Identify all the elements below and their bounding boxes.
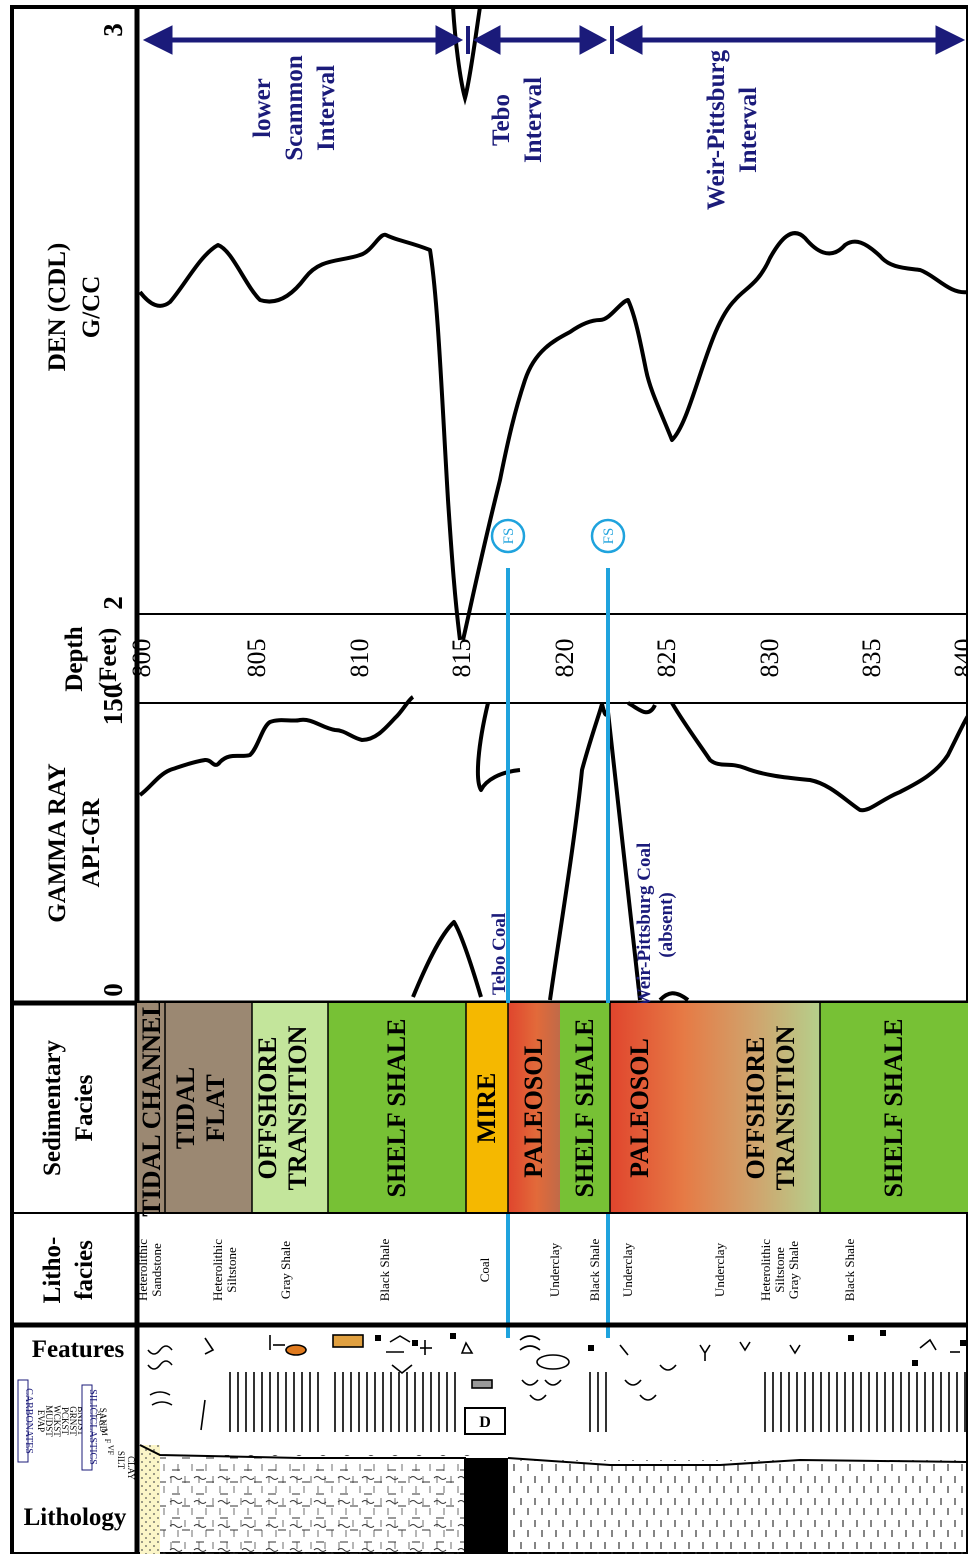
facies-label: SHELF SHALE xyxy=(879,1019,908,1198)
interval-label-lower-scammon: lower Scammon Interval xyxy=(249,55,340,161)
density-header: DEN (CDL) G/CC xyxy=(44,243,105,371)
lithofacies-label: Underclay xyxy=(712,1242,727,1297)
facies-band xyxy=(560,1003,610,1213)
facies-header: Sedimentary Facies xyxy=(39,1039,98,1176)
facies-band xyxy=(137,1003,165,1213)
carbonate-texture-label: EVAP xyxy=(36,1410,46,1432)
lithofacies-label: Black Shale xyxy=(377,1239,392,1302)
depth-tick-label: 840 xyxy=(949,639,968,678)
depth-tick-label: 815 xyxy=(447,639,476,678)
carbonate-texture-label: BNDST xyxy=(76,1406,86,1436)
clay-label: CLAY xyxy=(126,1456,136,1480)
depth-tick-label: 835 xyxy=(857,639,886,678)
lithology-column: Lithology xyxy=(24,1444,968,1554)
gamma-min-label: 0 xyxy=(98,983,128,997)
lithofacies-header: Litho-facies xyxy=(39,1237,98,1304)
facies-label: TIDALFLAT xyxy=(171,1067,230,1149)
depth-tick-label: 810 xyxy=(345,639,374,678)
silt-label: SILT xyxy=(116,1451,126,1470)
depth-header: Depth (Feet) xyxy=(61,626,122,691)
facies-label: SHELF SHALE xyxy=(570,1019,599,1198)
density-min-label: 2 xyxy=(98,596,128,610)
facies-gradient-band xyxy=(610,1003,820,1213)
lithofacies-label: HeterolithicSandstone xyxy=(135,1239,164,1301)
lithology-header: Lithology xyxy=(24,1504,127,1531)
interval-label-weir-pittsburg: Weir-Pittsburg Interval xyxy=(703,49,762,210)
facies-label: PALEOSOL xyxy=(519,1038,548,1178)
depth-tick-label: 825 xyxy=(652,639,681,678)
fs-marker-upper: FS xyxy=(490,518,526,554)
gamma-ray-curve xyxy=(138,695,968,1002)
svg-text:FS: FS xyxy=(601,528,617,545)
carbonate-texture-label: PCKST xyxy=(60,1407,70,1436)
features-column: Features xyxy=(32,1330,966,1435)
facies-label: PALEOSOL xyxy=(625,1038,654,1178)
density-max-label: 3 xyxy=(98,23,128,37)
lithofacies-column: HeterolithicSandstone HeterolithicSiltsto… xyxy=(135,1239,857,1302)
lithofacies-label: HeterolithicSiltstoneGray Shale xyxy=(758,1239,801,1301)
gamma-ray-header: GAMMA RAY API-GR xyxy=(44,763,105,923)
depth-tick-label: 830 xyxy=(755,639,784,678)
density-curve xyxy=(138,231,968,641)
svg-text:FS: FS xyxy=(501,528,517,545)
carbonate-texture-label: WCKST xyxy=(52,1405,62,1437)
weir-coal-label: Weir-Pittsburg Coal(absent) xyxy=(634,843,677,1007)
depth-tick-label: 800 xyxy=(127,639,156,678)
dolomite-concretion-badge: D xyxy=(464,1407,506,1435)
fs-marker-lower: FS xyxy=(590,518,626,554)
facies-band xyxy=(820,1003,968,1213)
sand-label: SAND xyxy=(98,1408,108,1433)
features-header: Features xyxy=(32,1336,125,1363)
lithofacies-label: Black Shale xyxy=(587,1239,602,1302)
gamma-max-label: 150 xyxy=(98,685,128,726)
svg-text:D: D xyxy=(479,1414,491,1431)
lithofacies-label: HeterolithicSiltstone xyxy=(210,1239,239,1301)
log-headers: GAMMA RAY API-GR Depth (Feet) DEN (CDL) G/C… xyxy=(44,23,128,997)
lithofacies-label: Underclay xyxy=(547,1242,562,1297)
interval-arrows xyxy=(142,25,966,55)
coal-bed xyxy=(466,1458,508,1554)
depth-tick-label: 820 xyxy=(550,639,579,678)
grain-size-legend: CARBONATES EVAPMUDSTWCKSTPCKSTGRNSTBNDST… xyxy=(17,1379,136,1480)
depth-tick-label: 805 xyxy=(242,639,271,678)
lithofacies-label: Underclay xyxy=(620,1242,635,1297)
sand-size-label: M xyxy=(100,1428,109,1435)
sand-size-label: C xyxy=(97,1420,106,1425)
lithofacies-label: Black Shale xyxy=(842,1239,857,1302)
interval-label-tebo: Tebo Interval xyxy=(488,77,547,163)
carbonate-texture-label: MUDST xyxy=(44,1405,54,1437)
depth-scale: 800 805 810 815 820 825 830 835 840 xyxy=(127,639,968,678)
lithofacies-label: Gray Shale xyxy=(278,1241,293,1299)
facies-band xyxy=(328,1003,466,1213)
lithofacies-label: Coal xyxy=(477,1257,492,1282)
sand-size-label: F xyxy=(103,1439,112,1444)
siliciclastics-label: SILICICLASTICS xyxy=(87,1389,98,1465)
facies-label: OFFSHORETRANSITION xyxy=(741,1025,800,1190)
facies-band xyxy=(165,1003,252,1213)
facies-band xyxy=(466,1003,508,1213)
facies-band xyxy=(252,1003,328,1213)
carbonates-label: CARBONATES xyxy=(23,1388,34,1454)
carbonate-texture-label: GRNST xyxy=(68,1406,78,1436)
sedimentary-facies-column: TIDAL CHANNEL TIDALFLAT OFFSHORETRANSITION… xyxy=(137,999,968,1217)
facies-label: TIDAL CHANNEL xyxy=(137,999,166,1216)
facies-label: OFFSHORETRANSITION xyxy=(253,1025,312,1190)
sand-size-label: >C xyxy=(94,1409,103,1419)
facies-label: SHELF SHALE xyxy=(382,1019,411,1198)
tebo-coal-label: Tebo Coal xyxy=(489,913,510,995)
sand-size-label: VF xyxy=(106,1445,115,1456)
facies-band xyxy=(508,1003,560,1213)
facies-label: MIRE xyxy=(472,1073,501,1144)
